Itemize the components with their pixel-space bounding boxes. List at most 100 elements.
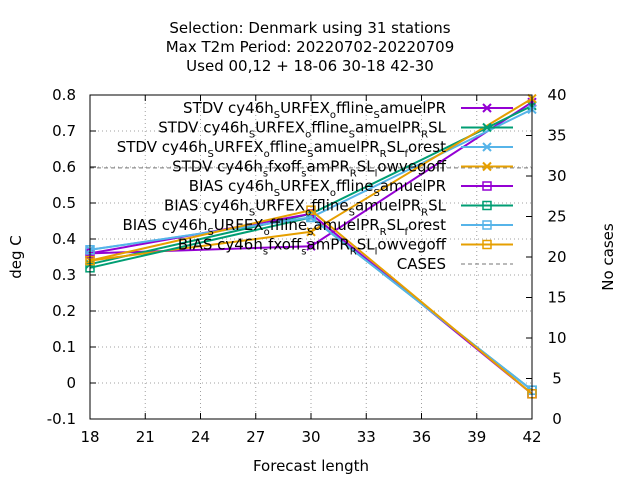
legend-subscript: s (263, 247, 268, 258)
y-tick-label: -0.1 (47, 410, 76, 428)
x-marker (306, 227, 316, 237)
legend-subscript: o (330, 188, 336, 199)
legend-subscript: s (301, 169, 306, 180)
y2-tick-label: 10 (547, 329, 566, 347)
x-marker (482, 103, 492, 113)
legend-text: CASES (397, 255, 446, 273)
square-marker (482, 181, 492, 191)
legend-entry-label: STDV cy46hSURFEXofflineSamuelPRRSLforest (117, 138, 446, 160)
x-tick-label: 33 (357, 428, 376, 446)
title-line: Used 00,12 + 18-06 30-18 42-30 (186, 57, 434, 75)
legend-subscript: S (373, 188, 379, 199)
legend-entry-label: STDV cy46hsfxoffsamPRRSLlowvegoff (172, 158, 447, 180)
legend-subscript: R (380, 227, 387, 238)
legend-text: SL (387, 138, 406, 156)
legend-text: ffline (270, 138, 307, 156)
legend-text: ffline (311, 197, 348, 215)
legend-entry-label: BIAS cy46hsfxoffsamPRRSLlowvegoff (178, 236, 447, 258)
legend-text: URFEX (214, 216, 264, 234)
square-marker (482, 239, 492, 250)
marker-stroke (306, 241, 316, 251)
x-tick-label: 42 (522, 428, 541, 446)
y-axis-ticks: -0.1 0 0.1 0.2 0.3 0.4 0.5 0.6 0.7 0.8 (47, 86, 96, 428)
legend-text: SL (357, 158, 376, 176)
marker-stroke (482, 161, 492, 172)
x-axis-label: Forecast length (253, 457, 369, 475)
y2-tick-label: 0 (552, 410, 562, 428)
legend-text: STDV cy46h (183, 99, 274, 117)
legend-subscript: R (350, 247, 357, 258)
legend-subscript: f (405, 227, 409, 238)
y2-tick-label: 5 (552, 370, 562, 388)
legend-text: SL (387, 216, 406, 234)
x-marker (306, 241, 316, 251)
y2-tick-label: 30 (547, 167, 566, 185)
legend-text: STDV cy46h (172, 158, 263, 176)
legend-subscript: o (264, 227, 270, 238)
legend-subscript: S (249, 208, 255, 219)
legend-subscript: S (349, 130, 355, 141)
legend-text: URFEX (214, 138, 264, 156)
legend-subscript: R (421, 130, 428, 141)
legend-text: BIAS cy46h (189, 177, 274, 195)
y-tick-label: 0.4 (52, 230, 76, 248)
y2-axis-label: No cases (599, 223, 617, 291)
legend-subscript: S (373, 110, 379, 121)
x-tick-label: 21 (136, 428, 155, 446)
marker-stroke (482, 142, 492, 152)
title-line: Max T2m Period: 20220702-20220709 (166, 38, 455, 56)
y-tick-label: 0.5 (52, 194, 76, 212)
legend-subscript: S (274, 188, 280, 199)
legend-text: SL (428, 119, 447, 137)
y-tick-label: 0.8 (52, 86, 76, 104)
legend-text: owvegoff (377, 236, 446, 254)
y2-tick-label: 40 (547, 86, 566, 104)
x-marker (482, 142, 492, 152)
legend-subscript: o (305, 208, 311, 219)
square-marker (482, 220, 492, 230)
legend-subscript: S (249, 130, 255, 141)
legend-subscript: s (301, 247, 306, 258)
x-tick-label: 39 (467, 428, 486, 446)
legend-entry-label: BIAS cy46hSURFEXofflineSamuelPRRSLforest (122, 216, 446, 238)
legend-text: STDV cy46h (158, 119, 249, 137)
square-marker (306, 212, 316, 223)
y-tick-label: 0.7 (52, 122, 76, 140)
legend-text: fxoff (268, 158, 302, 176)
x-marker (482, 122, 492, 133)
y-tick-label: 0 (66, 374, 76, 392)
y2-tick-label: 15 (547, 289, 566, 307)
legend-subscript: S (274, 110, 280, 121)
x-marker (482, 161, 492, 172)
legend-subscript: l (375, 169, 378, 180)
legend-text: URFEX (280, 99, 330, 117)
square-marker (306, 205, 316, 215)
marker-stroke (482, 122, 492, 133)
legend-text: amuelPR (313, 138, 379, 156)
legend-text: amuelPR (380, 177, 446, 195)
title-line: Selection: Denmark using 31 stations (169, 19, 450, 37)
marker-stroke (482, 103, 492, 113)
legend-text: amuelPR (355, 197, 421, 215)
legend-subscript: S (307, 227, 313, 238)
legend-subscript: o (330, 110, 336, 121)
legend-text: ffline (336, 177, 373, 195)
x-tick-label: 24 (191, 428, 210, 446)
x-tick-label: 36 (412, 428, 431, 446)
legend-text: STDV cy46h (117, 138, 208, 156)
legend-text: URFEX (255, 197, 305, 215)
y2-axis-ticks: 0 5 10 15 20 25 30 35 40 (526, 86, 567, 428)
legend-subscript: R (350, 169, 357, 180)
legend-text: amuelPR (313, 216, 379, 234)
series-line (89, 209, 533, 395)
legend-subscript: S (207, 227, 213, 238)
legend-text: URFEX (280, 177, 330, 195)
legend-text: SL (357, 236, 376, 254)
legend-subscript: S (349, 208, 355, 219)
legend-subscript: S (307, 149, 313, 160)
y-tick-label: 0.2 (52, 302, 76, 320)
legend-subscript: R (421, 208, 428, 219)
legend-text: amPR (307, 236, 350, 254)
